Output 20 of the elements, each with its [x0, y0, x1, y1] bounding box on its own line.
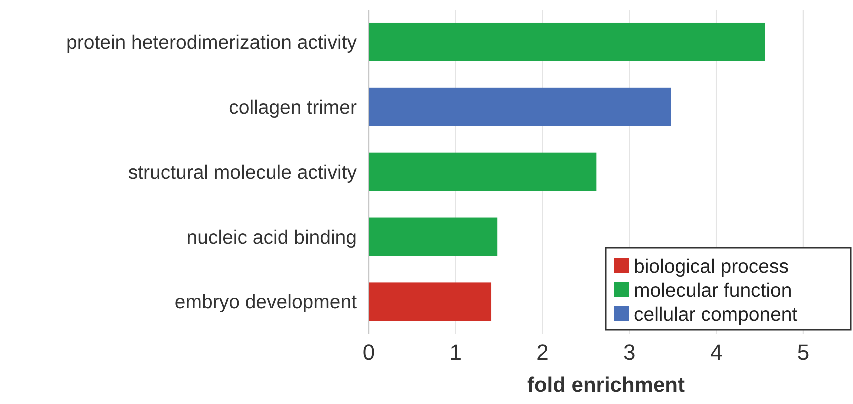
- legend-label: molecular function: [634, 280, 792, 302]
- y-tick-label: protein heterodimerization activity: [66, 32, 358, 54]
- bar: [369, 218, 498, 256]
- legend-label: biological process: [634, 256, 790, 278]
- bar: [369, 282, 492, 322]
- x-tick-label: 4: [710, 340, 723, 365]
- x-axis-title: fold enrichment: [527, 374, 685, 397]
- y-tick-label: structural molecule activity: [128, 162, 358, 184]
- bar: [369, 152, 597, 192]
- legend-label: cellular component: [634, 304, 798, 326]
- x-tick-label: 2: [536, 340, 549, 365]
- y-tick-label: collagen trimer: [229, 96, 358, 119]
- x-tick-label: 5: [797, 340, 810, 365]
- y-tick-label: nucleic acid binding: [186, 226, 357, 249]
- x-tick-label: 0: [362, 340, 376, 365]
- bar: [369, 22, 766, 62]
- x-tick-label: 1: [450, 340, 462, 365]
- bar: [369, 88, 672, 126]
- y-tick-label: embryo development: [174, 292, 358, 314]
- x-tick-label: 3: [624, 340, 636, 365]
